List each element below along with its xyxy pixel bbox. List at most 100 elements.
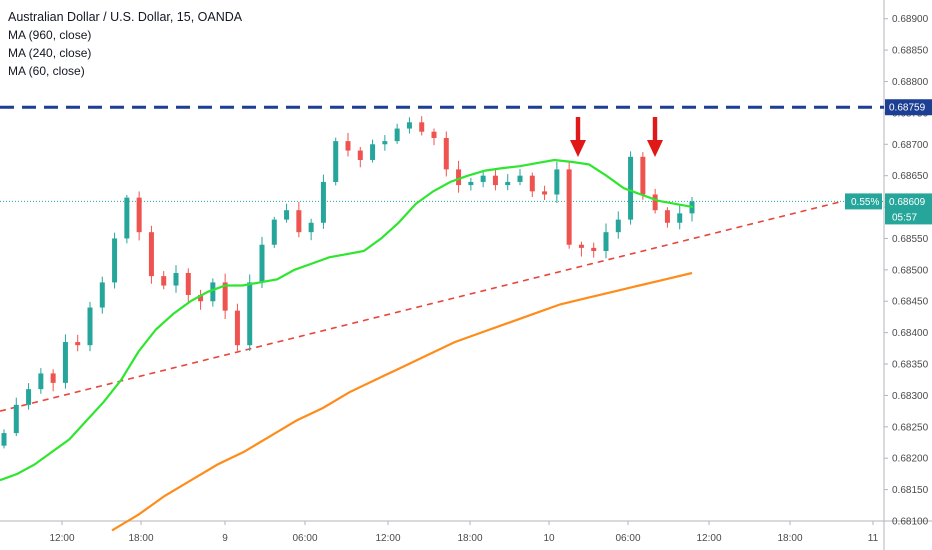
candle-body[interactable] [456, 169, 462, 186]
candle-body[interactable] [308, 222, 314, 233]
candle-body[interactable] [13, 404, 19, 434]
candle-body[interactable] [578, 244, 584, 248]
candle-body[interactable] [1, 433, 7, 446]
y-tick-label: 0.68250 [892, 422, 929, 433]
candle-body[interactable] [38, 373, 44, 390]
candle-body[interactable] [677, 213, 683, 223]
down-arrow-head[interactable] [570, 140, 586, 157]
x-tick-label: 18:00 [777, 533, 802, 544]
candle-body[interactable] [566, 169, 572, 245]
x-tick-label: 9 [222, 533, 228, 544]
indicator-ma-960[interactable]: MA (960, close) [8, 28, 92, 42]
x-tick-label: 12:00 [375, 533, 400, 544]
candle-body[interactable] [320, 181, 326, 223]
indicator-ma-240[interactable]: MA (240, close) [8, 46, 92, 60]
resistance-price-badge [885, 99, 932, 116]
candle-body[interactable] [382, 141, 388, 145]
candle-body[interactable] [443, 137, 449, 170]
candle-body[interactable] [628, 156, 634, 220]
candle-body[interactable] [652, 194, 658, 211]
candle-body[interactable] [136, 197, 142, 233]
candle-body[interactable] [394, 128, 400, 142]
candle-body[interactable] [480, 175, 486, 182]
y-tick-label: 0.68100 [892, 517, 929, 528]
candle-body[interactable] [75, 342, 81, 346]
y-tick-label: 0.68400 [892, 328, 929, 339]
current-price-label: 0.68609 [889, 197, 926, 208]
candle-body[interactable] [173, 272, 179, 286]
y-tick-label: 0.68800 [892, 77, 929, 88]
bar-countdown-label: 05:57 [892, 212, 917, 223]
candle-body[interactable] [99, 282, 105, 308]
plot-area[interactable] [0, 0, 884, 521]
y-tick-label: 0.68500 [892, 265, 929, 276]
y-tick-label: 0.68450 [892, 297, 929, 308]
candle-body[interactable] [247, 282, 253, 346]
candle-body[interactable] [542, 191, 548, 195]
candle-body[interactable] [296, 210, 302, 233]
candle-body[interactable] [333, 141, 339, 182]
candle-body[interactable] [468, 181, 474, 186]
candle-body[interactable] [431, 131, 437, 138]
candle-body[interactable] [87, 307, 93, 346]
y-tick-label: 0.68550 [892, 234, 929, 245]
chart-legend: Australian Dollar / U.S. Dollar, 15, OAN… [8, 8, 242, 80]
price-change-badge [845, 193, 882, 210]
candle-body[interactable] [112, 238, 118, 283]
y-tick-label: 0.68200 [892, 454, 929, 465]
candle-body[interactable] [259, 244, 265, 283]
candle-body[interactable] [664, 210, 670, 223]
ma-60-line[interactable] [0, 158, 694, 482]
candle-body[interactable] [615, 219, 621, 233]
candle-body[interactable] [517, 175, 523, 182]
y-tick-label: 0.68350 [892, 360, 929, 371]
candle-body[interactable] [185, 272, 191, 295]
candle-body[interactable] [419, 122, 425, 132]
candle-body[interactable] [529, 175, 535, 192]
y-tick-label: 0.68650 [892, 171, 929, 182]
ma-960-line[interactable] [111, 271, 693, 532]
candle-body[interactable] [62, 342, 68, 383]
candle-body[interactable] [161, 276, 167, 286]
x-tick-label: 06:00 [615, 533, 640, 544]
candle-body[interactable] [210, 282, 216, 302]
candle-body[interactable] [284, 210, 290, 220]
candle-body[interactable] [26, 389, 32, 405]
x-tick-label: 18:00 [128, 533, 153, 544]
candle-body[interactable] [234, 310, 240, 346]
candle-body[interactable] [505, 181, 511, 186]
candle-body[interactable] [554, 169, 560, 195]
resistance-price-label: 0.68759 [889, 103, 926, 114]
candle-body[interactable] [406, 122, 412, 129]
candle-body[interactable] [640, 156, 646, 195]
candle-body[interactable] [198, 294, 204, 302]
candle-body[interactable] [222, 282, 228, 311]
x-tick-label: 12:00 [49, 533, 74, 544]
candle-body[interactable] [345, 141, 351, 151]
y-tick-label: 0.68900 [892, 14, 929, 25]
candle-body[interactable] [603, 232, 609, 252]
candle-body[interactable] [370, 144, 376, 160]
price-change-label: 0.55% [851, 197, 879, 208]
candle-body[interactable] [124, 197, 130, 239]
x-tick-label: 10 [543, 533, 555, 544]
candle-body[interactable] [591, 247, 597, 252]
trendline[interactable] [0, 200, 843, 412]
down-arrow-head[interactable] [647, 140, 663, 157]
x-tick-label: 12:00 [696, 533, 721, 544]
candle-body[interactable] [148, 232, 154, 277]
candle-body[interactable] [492, 175, 498, 186]
down-arrow-shaft[interactable] [575, 117, 581, 141]
candle-body[interactable] [357, 150, 363, 160]
x-tick-label: 11 [868, 533, 879, 544]
y-tick-label: 0.68150 [892, 485, 929, 496]
candle-body[interactable] [271, 219, 277, 245]
x-tick-label: 06:00 [292, 533, 317, 544]
down-arrow-shaft[interactable] [652, 117, 658, 141]
indicator-ma-60[interactable]: MA (60, close) [8, 64, 85, 78]
x-tick-label: 18:00 [457, 533, 482, 544]
y-tick-label: 0.68700 [892, 140, 929, 151]
candle-body[interactable] [50, 373, 56, 383]
